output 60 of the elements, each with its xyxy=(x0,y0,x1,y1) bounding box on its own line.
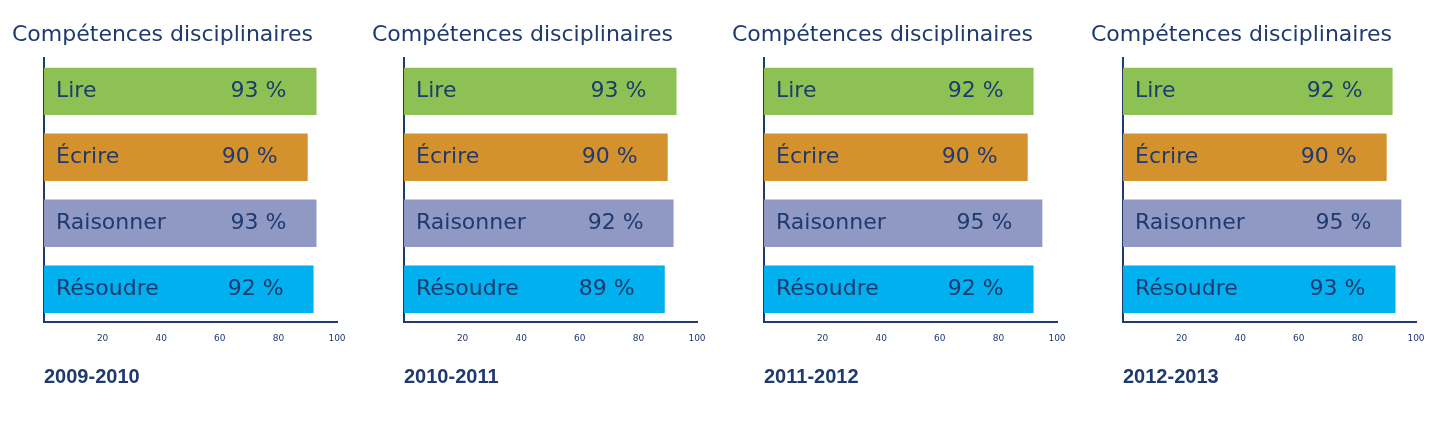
x-tick-label: 60 xyxy=(1293,332,1306,343)
y-tick-label: Résoudre xyxy=(415,274,519,300)
x-tick-label: 40 xyxy=(1234,332,1247,343)
y-tick-label: Résoudre xyxy=(775,274,879,300)
x-tick-label: 80 xyxy=(1351,332,1364,343)
y-tick-label: Résoudre xyxy=(56,274,159,300)
x-axis-title: 2010-2011 xyxy=(403,364,499,387)
x-tick-label: 100 xyxy=(1407,332,1426,343)
y-tick-label: Raisonner xyxy=(56,208,167,234)
data-label: 95 % xyxy=(955,208,1012,234)
y-tick-label: Lire xyxy=(1135,77,1176,103)
x-tick-label: 80 xyxy=(992,332,1004,343)
x-tick-label: 80 xyxy=(272,332,285,343)
data-label: 92 % xyxy=(947,77,1004,103)
y-tick-label: Raisonner xyxy=(1135,208,1246,234)
y-tick-label: Écrire xyxy=(1135,143,1199,169)
x-tick-label: 60 xyxy=(573,332,586,343)
data-label: 92 % xyxy=(947,274,1004,300)
x-tick-label: 100 xyxy=(688,332,706,343)
chart-title: Compétences disciplinaires xyxy=(1091,20,1393,46)
data-label: 93 % xyxy=(590,77,647,103)
data-label: 93 % xyxy=(1309,274,1366,300)
x-tick-label: 20 xyxy=(96,332,109,343)
y-tick-label: Résoudre xyxy=(1135,274,1239,300)
chart-title: Compétences disciplinaires xyxy=(371,20,673,46)
data-label: 90 % xyxy=(221,143,278,169)
data-label: 92 % xyxy=(227,274,284,300)
y-tick-label: Écrire xyxy=(415,143,479,169)
y-tick-label: Raisonner xyxy=(415,208,527,234)
data-label: 93 % xyxy=(230,208,287,234)
data-label: 95 % xyxy=(1315,208,1372,234)
x-tick-label: 80 xyxy=(632,332,645,343)
data-label: 90 % xyxy=(941,143,998,169)
x-tick-label: 60 xyxy=(214,332,226,343)
x-tick-label: 100 xyxy=(1047,332,1066,343)
x-axis-title: 2009-2010 xyxy=(44,364,140,387)
y-tick-label: Lire xyxy=(775,77,816,103)
x-axis-title: 2011-2012 xyxy=(763,364,859,387)
x-tick-label: 20 xyxy=(816,332,829,343)
data-label: 92 % xyxy=(1306,77,1363,103)
data-label: 89 % xyxy=(578,274,635,300)
data-label: 92 % xyxy=(587,208,644,234)
x-axis-title: 2012-2013 xyxy=(1123,364,1219,387)
y-tick-label: Écrire xyxy=(56,143,120,169)
data-label: 93 % xyxy=(230,77,287,103)
chart-title: Compétences disciplinaires xyxy=(12,20,313,46)
y-tick-label: Raisonner xyxy=(775,208,887,234)
x-tick-label: 20 xyxy=(456,332,469,343)
y-tick-label: Lire xyxy=(415,77,457,103)
data-label: 90 % xyxy=(581,143,638,169)
y-tick-label: Écrire xyxy=(775,143,839,169)
x-tick-label: 40 xyxy=(155,332,168,343)
x-tick-label: 20 xyxy=(1176,332,1188,343)
x-tick-label: 40 xyxy=(515,332,527,343)
data-label: 90 % xyxy=(1301,143,1357,169)
x-tick-label: 40 xyxy=(874,332,887,343)
x-tick-label: 60 xyxy=(933,332,946,343)
chart-title: Compétences disciplinaires xyxy=(731,20,1033,46)
y-tick-label: Lire xyxy=(56,77,97,103)
x-tick-label: 100 xyxy=(328,332,346,343)
